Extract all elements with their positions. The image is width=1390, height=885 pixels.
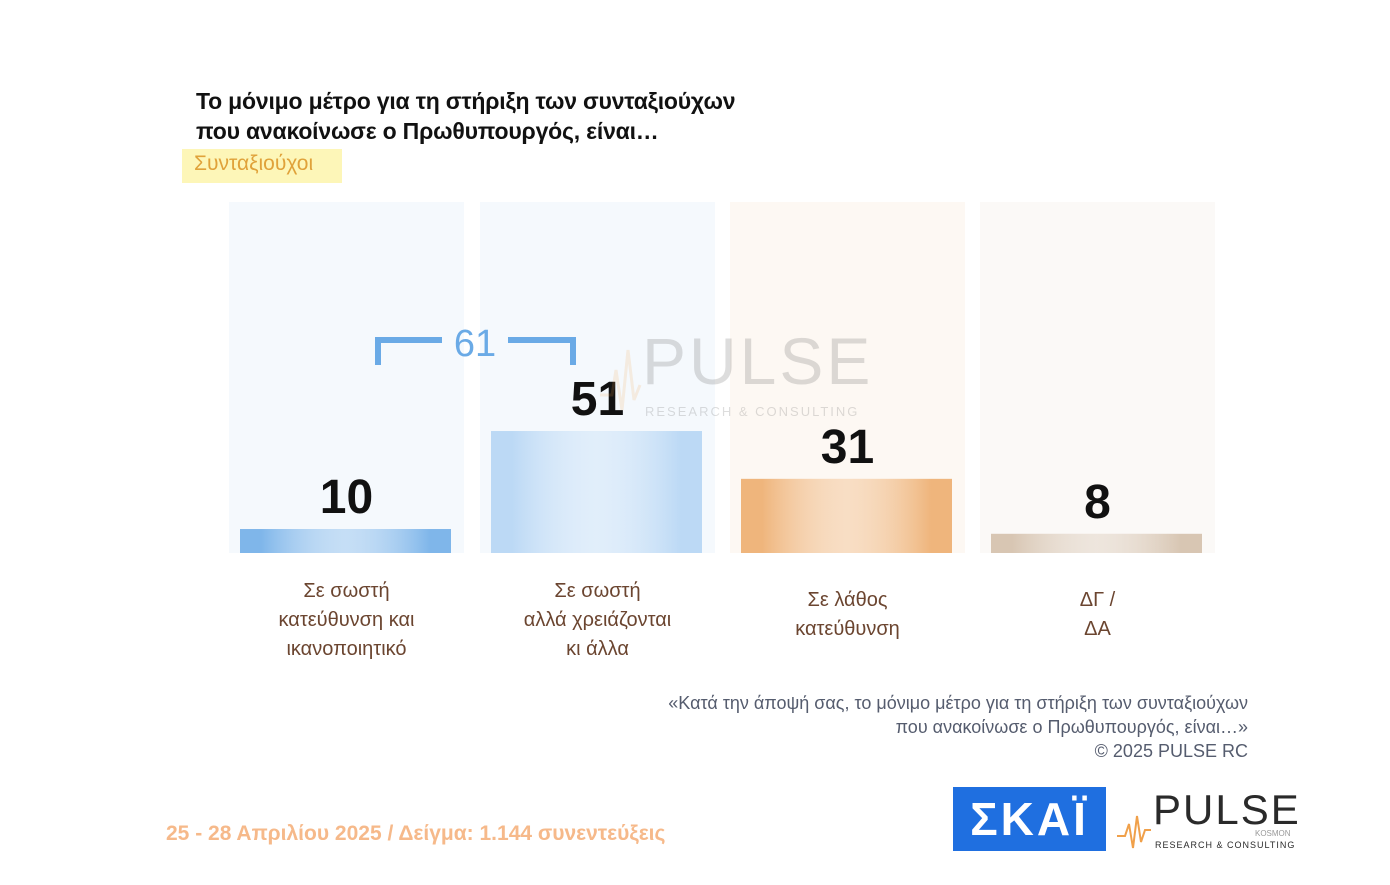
category-label: ΔΓ / ΔΑ <box>978 586 1218 644</box>
category-label-line: Σε σωστή <box>303 580 390 602</box>
bar <box>240 529 451 553</box>
question-line-2: που ανακοίνωσε ο Πρωθυπουργός, είναι…» <box>895 717 1248 737</box>
category-label-line: ικανοποιητικό <box>286 638 407 660</box>
pulse-logo-text: PULSE <box>1153 786 1300 833</box>
bar <box>491 431 702 553</box>
chart-title: Το μόνιμο μέτρο για τη στήριξη των συντα… <box>196 88 736 144</box>
copyright-line: © 2025 PULSE RC <box>1094 741 1248 761</box>
category-label-line: Σε σωστή <box>554 580 641 602</box>
category-label-line: Σε λάθος <box>807 589 888 611</box>
data-label: 10 <box>320 471 373 524</box>
data-label: 51 <box>571 373 624 426</box>
column-background <box>229 202 464 553</box>
category-label: Σε σωστή αλλά χρειάζονται κι άλλα <box>478 577 718 664</box>
pulse-logo-sub: RESEARCH & CONSULTING <box>1155 840 1295 850</box>
subgroup-badge: Συνταξιούχοι <box>182 149 342 183</box>
bar <box>741 478 952 553</box>
category-label: Σε λάθος κατεύθυνση <box>728 586 968 644</box>
total-bracket-label: 61 <box>454 323 496 365</box>
skai-logo: ΣΚΑΪ <box>953 787 1106 851</box>
pulse-logo-tag: KOSMON <box>1255 829 1291 838</box>
fieldwork-footer: 25 - 28 Απριλίου 2025 / Δείγμα: 1.144 συ… <box>166 822 666 845</box>
category-label-line: κι άλλα <box>566 638 629 660</box>
category-label-line: κατεύθυνση <box>795 618 900 640</box>
category-label-line: αλλά χρειάζονται <box>523 609 672 631</box>
category-label-line: κατεύθυνση και <box>278 609 415 631</box>
question-line-1: «Κατά την άποψή σας, το μόνιμο μέτρο για… <box>668 693 1248 713</box>
category-label-line: ΔΑ <box>1084 618 1111 640</box>
bar <box>991 533 1202 553</box>
category-label: Σε σωστή κατεύθυνση και ικανοποιητικό <box>227 577 467 664</box>
data-label: 31 <box>821 421 874 474</box>
column-background <box>980 202 1215 553</box>
svg-text:PULSE: PULSE <box>642 324 873 398</box>
data-label: 8 <box>1084 476 1111 529</box>
pulse-watermark: PULSE RESEARCH & CONSULTING <box>600 324 873 419</box>
svg-text:RESEARCH & CONSULTING: RESEARCH & CONSULTING <box>645 404 859 419</box>
category-label-line: ΔΓ / <box>1079 589 1116 611</box>
pulse-logo: PULSE KOSMON RESEARCH & CONSULTING <box>1117 786 1300 850</box>
question-note: «Κατά την άποψή σας, το μόνιμο μέτρο για… <box>668 691 1248 763</box>
total-bracket: 61 <box>375 323 576 365</box>
